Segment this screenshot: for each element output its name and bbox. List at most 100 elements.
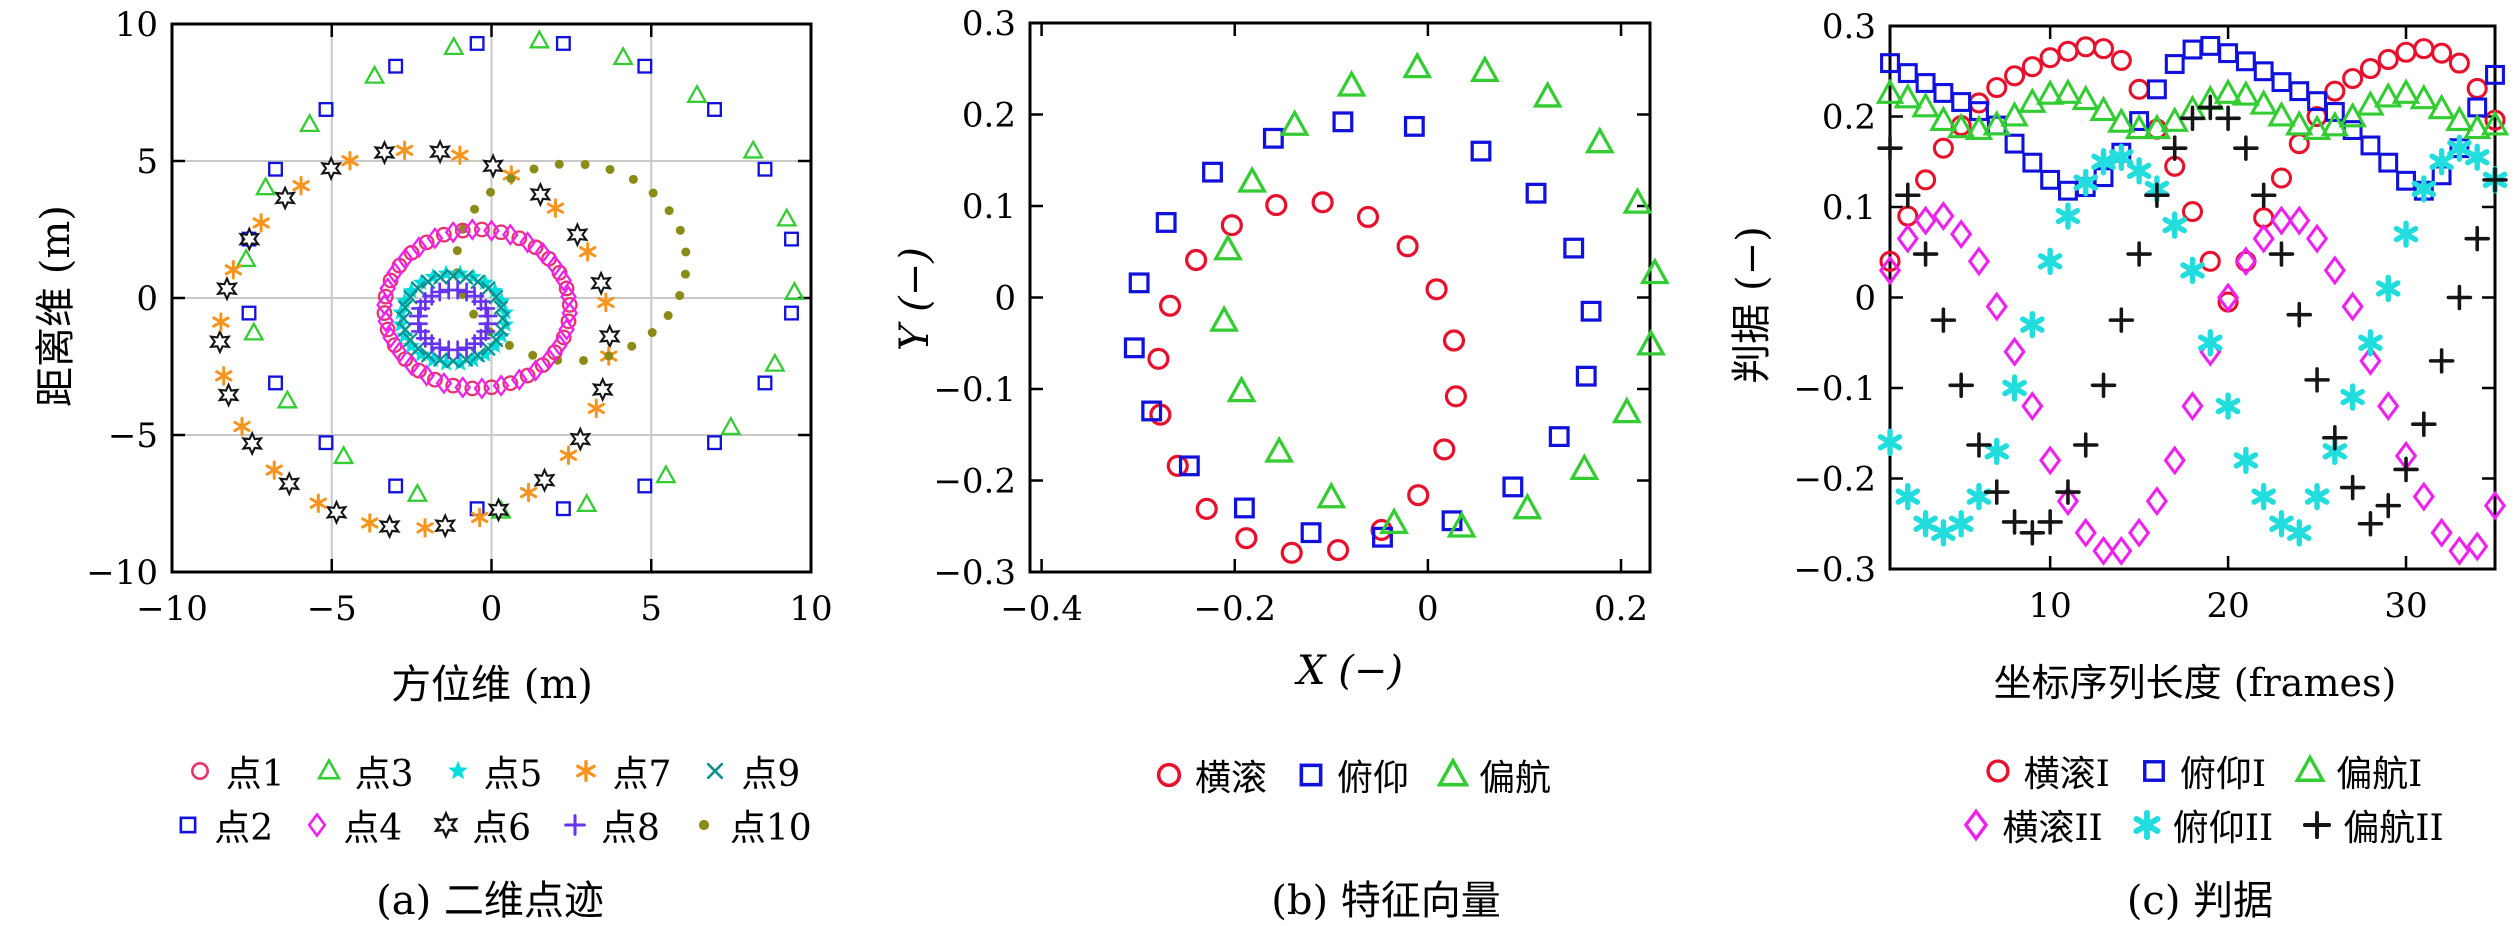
y-tick-label: 0.1 <box>1822 188 1876 228</box>
y-tick-label: −10 <box>86 553 158 593</box>
triangle-marker-icon <box>1436 757 1470 787</box>
legend-item-点9: 点9 <box>695 745 800 797</box>
y-tick-label: 0.2 <box>962 96 1016 136</box>
legend-item-偏航: 偏航 <box>1433 749 1551 801</box>
panel-c: 10 20 30 −0.3 −0.2 −0.1 0 0.1 0.2 0.3 <box>1793 7 2510 626</box>
panel-a-series-点4 <box>376 218 579 400</box>
panel-a-series-点9 <box>396 268 510 369</box>
panel-b-series-偏航 <box>1209 51 1670 538</box>
panel-a-caption: (a) 二维点迹 <box>376 878 604 924</box>
legend-row: 点2 点4 点6 点8 点10 <box>140 798 840 852</box>
legend-item-点10: 点10 <box>684 799 812 851</box>
y-tick-label: 0 <box>136 279 158 319</box>
x-marker-icon <box>707 762 724 780</box>
panel-b-series-俯仰 <box>1123 111 1602 548</box>
legend-label: 点9 <box>741 754 801 795</box>
legend-label: 点10 <box>729 808 812 849</box>
circle-marker-icon <box>1156 762 1182 788</box>
panel-a-xlabel: 方位维 (m) <box>391 662 593 708</box>
legend-label: 偏航I <box>2336 754 2423 795</box>
triangle-marker-icon <box>316 757 341 780</box>
legend-label: 偏航 <box>1479 758 1552 799</box>
panel-c-series-横滚II <box>1878 201 2507 566</box>
square-marker-icon <box>1299 763 1323 787</box>
legend-item-点5: 点5 <box>438 745 543 797</box>
legend-label: 俯仰II <box>2172 808 2274 849</box>
legend-row: 点1 点3 点5 点7 点9 <box>140 744 840 798</box>
legend-label: 横滚II <box>2002 808 2103 849</box>
panel-a-series-点7 <box>212 140 618 538</box>
x-tick-label: −10 <box>136 589 208 629</box>
y-tick-label: 0 <box>994 279 1016 319</box>
circle-marker-icon <box>190 762 209 780</box>
plus-marker-icon <box>564 814 586 836</box>
legend-label: 点7 <box>612 754 672 795</box>
panel-c-series-偏航II <box>1877 94 2508 546</box>
legend-label: 点2 <box>214 808 274 849</box>
panel-b: −0.4 −0.2 0 0.2 −0.3 −0.2 −0.1 0 0.1 0.2 0.3 <box>933 4 1670 629</box>
x-tick-label: −5 <box>307 589 357 629</box>
legend-item-点2: 点2 <box>168 799 273 851</box>
y-tick-label: 10 <box>115 5 158 45</box>
legend-item-俯仰II: 俯仰II <box>2127 799 2273 851</box>
legend-item-点7: 点7 <box>566 745 671 797</box>
legend-label: 点4 <box>343 808 403 849</box>
legend-label: 俯仰 <box>1336 758 1409 799</box>
panel-b-legend: 横滚 俯仰 偏航 <box>1050 748 1650 802</box>
panel-a-series-点3 <box>235 29 806 519</box>
x-tick-label: 20 <box>2206 586 2249 626</box>
legend-row: 横滚I 俯仰I 偏航I <box>1890 744 2510 798</box>
legend-label: 点1 <box>225 754 285 795</box>
panel-a-series-点10 <box>452 159 691 365</box>
x-tick-label: 0.2 <box>1594 589 1648 629</box>
legend-item-点8: 点8 <box>555 799 660 851</box>
panel-b-caption: (b) 特征向量 <box>1271 878 1501 924</box>
y-tick-label: −0.1 <box>933 370 1016 410</box>
y-tick-label: 0 <box>1854 279 1876 319</box>
y-tick-label: −0.1 <box>1793 369 1876 409</box>
legend-label: 点5 <box>483 754 543 795</box>
legend-item-点1: 点1 <box>180 745 285 797</box>
y-tick-label: −0.3 <box>1793 550 1876 590</box>
legend-item-俯仰: 俯仰 <box>1291 749 1409 801</box>
asterisk-thick-marker-icon <box>2133 809 2161 841</box>
x-tick-label: 0 <box>481 589 503 629</box>
y-tick-label: 5 <box>136 142 158 182</box>
x-tick-label: 5 <box>640 589 662 629</box>
legend-label: 俯仰I <box>2179 754 2267 795</box>
triangle-marker-icon <box>2294 753 2326 782</box>
panel-a: −10 −5 0 5 10 −10 −5 0 5 10 <box>86 5 832 629</box>
legend-item-横滚I: 横滚I <box>1978 745 2110 797</box>
legend-row: 横滚 俯仰 偏航 <box>1050 748 1650 802</box>
asterisk-marker-icon <box>576 759 597 783</box>
legend-item-点4: 点4 <box>297 799 402 851</box>
x-tick-label: 0 <box>1417 589 1439 629</box>
diamond-marker-icon <box>1964 808 1989 842</box>
panel-b-xlabel: X (−) <box>1297 648 1403 694</box>
panel-b-series-横滚 <box>1147 191 1467 564</box>
square-marker-icon <box>179 816 197 834</box>
legend-item-俯仰I: 俯仰I <box>2134 745 2266 797</box>
y-tick-label: −5 <box>108 416 158 456</box>
legend-label: 横滚 <box>1194 758 1267 799</box>
legend-label: 横滚I <box>2023 754 2110 795</box>
panel-c-series-俯仰II <box>1877 134 2508 547</box>
legend-row: 横滚II 俯仰II 偏航II <box>1890 798 2510 852</box>
y-tick-label: −0.3 <box>933 553 1016 593</box>
panel-a-series-点6 <box>208 138 621 540</box>
legend-item-横滚: 横滚 <box>1149 749 1267 801</box>
panel-a-legend: 点1 点3 点5 点7 点9 点2 点4 点6 点8 点10 <box>140 744 840 852</box>
panel-a-series-点2 <box>241 35 799 517</box>
legend-item-点3: 点3 <box>309 745 414 797</box>
y-tick-label: −0.2 <box>933 462 1016 502</box>
panel-c-caption: (c) 判据 <box>2126 878 2274 924</box>
panel-c-xlabel: 坐标序列长度 (frames) <box>1993 661 2397 705</box>
x-tick-label: 30 <box>2384 586 2427 626</box>
circle-marker-icon <box>1986 759 2010 783</box>
x-tick-label: −0.4 <box>1000 589 1083 629</box>
legend-item-横滚II: 横滚II <box>1956 799 2103 851</box>
panel-c-legend: 横滚I 俯仰I 偏航I 横滚II 俯仰II 偏航II <box>1890 744 2510 852</box>
legend-item-点6: 点6 <box>426 799 531 851</box>
